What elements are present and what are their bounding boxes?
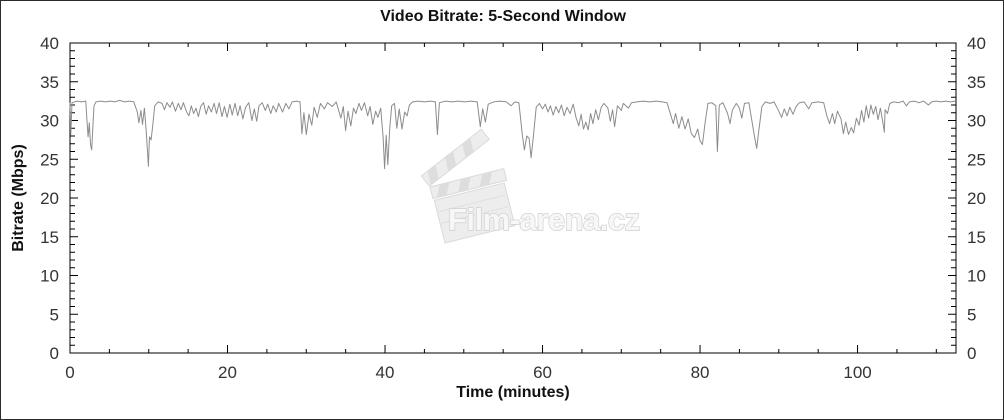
y-tick-label-left: 5 <box>50 305 59 324</box>
chart-title: Video Bitrate: 5-Second Window <box>380 8 626 25</box>
y-tick-label-right: 5 <box>967 305 976 324</box>
y-tick-label-left: 20 <box>40 189 59 208</box>
y-tick-label-right: 10 <box>967 267 986 286</box>
y-tick-label-left: 0 <box>50 344 59 363</box>
clapperboard-icon <box>420 128 516 244</box>
plot-frame <box>69 42 957 354</box>
y-tick-label-right: 20 <box>967 189 986 208</box>
y-tick-label-right: 35 <box>967 73 986 92</box>
y-tick-label-left: 40 <box>40 34 59 53</box>
y-tick-label-right: 30 <box>967 112 986 131</box>
x-tick-label: 20 <box>218 363 237 382</box>
x-tick-label: 100 <box>843 363 871 382</box>
x-tick-label: 0 <box>65 363 74 382</box>
x-tick-label: 80 <box>691 363 710 382</box>
bitrate-line <box>69 99 956 170</box>
y-tick-label-left: 35 <box>40 73 59 92</box>
y-tick-label-left: 25 <box>40 150 59 169</box>
x-tick-label: 40 <box>376 363 395 382</box>
axis-ticks <box>69 42 956 354</box>
x-axis-title: Time (minutes) <box>456 384 570 401</box>
x-tick-label: 60 <box>533 363 552 382</box>
y-tick-label-right: 40 <box>967 34 986 53</box>
y-tick-label-left: 10 <box>40 267 59 286</box>
watermark-text: Film-arena.cz <box>448 202 640 237</box>
y-tick-label-right: 15 <box>967 228 986 247</box>
watermark: Film-arena.cz <box>420 128 641 244</box>
y-tick-label-left: 30 <box>40 112 59 131</box>
y-tick-label-right: 0 <box>967 344 976 363</box>
y-tick-label-right: 25 <box>967 150 986 169</box>
y-tick-label-left: 15 <box>40 228 59 247</box>
